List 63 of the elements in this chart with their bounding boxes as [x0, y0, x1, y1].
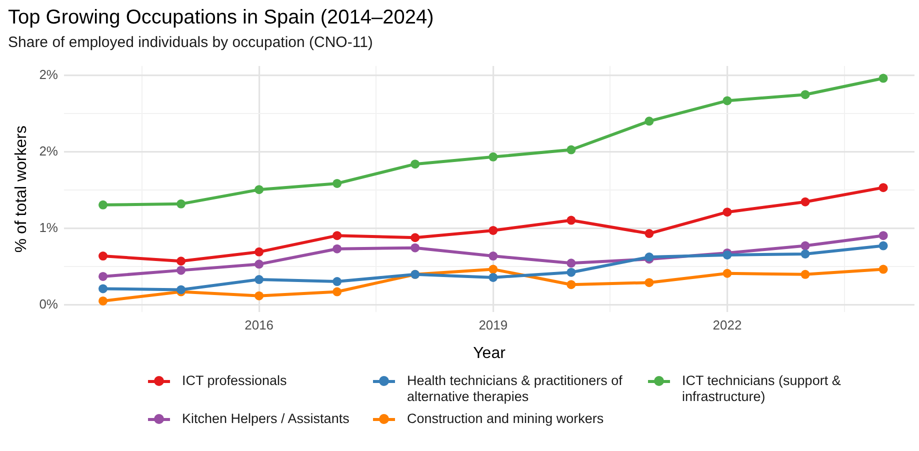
point: [800, 90, 810, 100]
point: [800, 197, 810, 206]
point: [176, 199, 186, 208]
point: [488, 272, 498, 282]
point: [176, 256, 186, 266]
chart-subtitle: Share of employed individuals by occupation (CNO-11): [8, 34, 373, 52]
point: [878, 74, 888, 83]
point: [332, 231, 342, 240]
point: [800, 270, 810, 279]
point: [332, 244, 342, 254]
x-tick-label: 2019: [478, 318, 508, 333]
point: [722, 96, 732, 106]
x-tick-label: 2016: [244, 318, 274, 333]
point: [644, 229, 654, 238]
legend-label: Health technicians & practitioners of alternative therapies: [407, 373, 624, 405]
legend-label: ICT professionals: [182, 373, 287, 389]
y-tick-label: 2%: [39, 66, 58, 82]
point: [488, 252, 498, 261]
point: [722, 208, 732, 217]
point: [878, 241, 888, 250]
point: [332, 178, 342, 188]
point: [98, 272, 108, 281]
legend-label: Kitchen Helpers / Assistants: [182, 411, 350, 427]
point: [254, 291, 264, 300]
point: [410, 243, 420, 252]
x-axis-title: Year: [473, 344, 506, 362]
point: [878, 264, 888, 274]
y-tick-label: 2%: [39, 143, 58, 158]
point: [254, 260, 264, 269]
point: [488, 152, 498, 162]
point: [254, 247, 264, 256]
point: [878, 183, 888, 192]
point: [800, 249, 810, 258]
point: [98, 200, 108, 210]
point: [566, 268, 576, 277]
point: [566, 280, 576, 290]
y-tick-label: 1%: [39, 220, 58, 236]
point: [566, 216, 576, 225]
point: [254, 185, 264, 194]
point: [566, 145, 576, 154]
point: [644, 116, 654, 126]
point: [410, 233, 420, 242]
point: [800, 241, 810, 250]
point: [410, 160, 420, 169]
point: [332, 277, 342, 286]
point: [566, 258, 576, 268]
point: [488, 264, 498, 274]
point: [878, 231, 888, 240]
point: [644, 278, 654, 288]
point: [98, 296, 108, 306]
x-tick-label: 2022: [712, 318, 742, 333]
y-tick-label: 0%: [39, 296, 58, 312]
chart-title: Top Growing Occupations in Spain (2014–2024): [8, 6, 434, 29]
point: [176, 266, 186, 275]
point: [488, 226, 498, 235]
legend-label: Construction and mining workers: [407, 411, 604, 427]
point: [722, 268, 732, 278]
point: [332, 287, 342, 296]
point: [254, 275, 264, 284]
point: [98, 252, 108, 261]
y-axis-title: % of total workers: [13, 126, 30, 253]
legend-label: ICT technicians (support & infrastructure): [682, 373, 842, 405]
point: [98, 284, 108, 294]
